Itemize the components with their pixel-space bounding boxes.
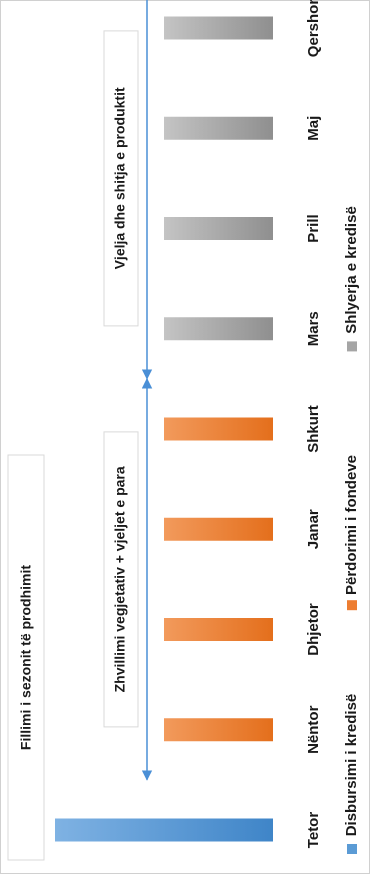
tick-label-shkurt: Shkurt: [305, 405, 322, 453]
annotation-label: Zhvillimi vegjetativ + vjeljet e para: [112, 466, 128, 692]
tick-label-tetor: Tetor: [305, 812, 322, 849]
legend-label: Shlyerja e kredisë: [343, 206, 360, 334]
annotation-box: [103, 431, 139, 728]
tick-label-dhjetor: Dhjetor: [305, 603, 322, 656]
bar-disbursimi-i-kredise-tetor: [55, 818, 273, 842]
bar-perdorimi-i-fondeve-janar: [164, 517, 273, 541]
tick-label-nentor: Nëntor: [305, 705, 322, 753]
legend-label: Disbursimi i kredisë: [343, 694, 360, 837]
annotation-box: [7, 454, 45, 861]
tick-labels-layer: Tetor Nëntor Dhjetor Janar Shkurt Mars Prill Ma…: [305, 0, 322, 848]
legend-item-shlyerja-e-kredise: Shlyerja e kredisë: [343, 206, 360, 352]
legend-swatch: [347, 600, 357, 611]
bar-shlyerja-e-kredise-prill: [164, 217, 273, 240]
legend-item-disbursimi-i-kredise: Disbursimi i kredisë: [343, 694, 360, 854]
annotation-label: Fillimi i sezonit të prodhimit: [18, 565, 34, 750]
annotation-box: [103, 30, 139, 327]
legend-item-perdorimi-i-fondeve: Përdorimi i fondeve: [343, 455, 360, 611]
tick-label-mars: Mars: [305, 311, 322, 346]
annotations-layer: Fillimi i sezonit të prodhimit Zhvillimi …: [7, 0, 153, 861]
bar-perdorimi-i-fondeve-nentor: [164, 718, 273, 742]
bar-perdorimi-i-fondeve-dhjetor: [164, 618, 273, 641]
tick-label-prill: Prill: [305, 214, 322, 242]
tick-label-maj: Maj: [305, 116, 322, 141]
bars-layer: [55, 16, 273, 842]
legend: Disbursimi i kredisë Përdorimi i fondeve S…: [343, 206, 360, 854]
bar-shlyerja-e-kredise-qershor: [164, 16, 273, 40]
legend-swatch: [347, 341, 357, 352]
bar-perdorimi-i-fondeve-shkurt: [164, 417, 273, 441]
annotation-2: Zhvillimi vegjetativ + vjeljet e para: [103, 377, 153, 781]
annotation-3: Vjelja dhe shitja e produktit: [103, 0, 153, 380]
legend-swatch: [347, 844, 357, 854]
annotation-label: Vjelja dhe shitja e produktit: [112, 87, 128, 269]
tick-label-janar: Janar: [305, 509, 322, 549]
annotation-1: Fillimi i sezonit të prodhimit: [7, 454, 45, 861]
legend-label: Përdorimi i fondeve: [343, 455, 360, 595]
bar-shlyerja-e-kredise-maj: [164, 116, 273, 140]
tick-label-qershor: Qershor: [305, 0, 322, 57]
bar-shlyerja-e-kredise-mars: [164, 317, 273, 341]
